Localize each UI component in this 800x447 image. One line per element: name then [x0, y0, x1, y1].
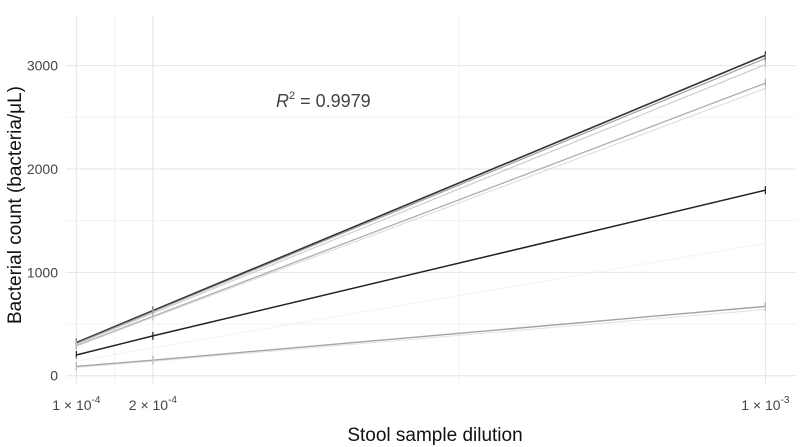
series-line: [76, 309, 766, 368]
r-symbol: R: [276, 91, 289, 111]
series-line: [76, 305, 766, 368]
x-axis-title: Stool sample dilution: [347, 425, 522, 446]
x-tick-labels: 1 × 10-4 2 × 10-4 1 × 10-3: [52, 395, 790, 413]
series-line: [76, 57, 766, 344]
x-tick-label: 2 × 10-4: [129, 395, 178, 413]
y-tick-label: 2000: [27, 161, 58, 177]
series-line: [76, 87, 766, 347]
y-tick-labels: 0 1000 2000 3000: [27, 58, 58, 384]
series-line: [75, 54, 766, 344]
y-tick-label: 1000: [27, 264, 58, 280]
r-squared-value: 0.9979: [316, 91, 371, 111]
series-layer: [75, 51, 766, 372]
r-equals: =: [295, 91, 316, 111]
y-axis-title: Bacterial count (bacteria/μL): [5, 86, 26, 324]
grid-layer: [66, 16, 796, 385]
x-tick-label: 1 × 10-3: [741, 395, 790, 413]
r-exponent: 2: [289, 90, 295, 102]
x-tick-label: 1 × 10-4: [52, 395, 101, 413]
r-squared-annotation: R2 = 0.9979: [276, 90, 371, 111]
y-tick-label: 0: [50, 368, 58, 384]
y-tick-label: 3000: [27, 58, 58, 74]
